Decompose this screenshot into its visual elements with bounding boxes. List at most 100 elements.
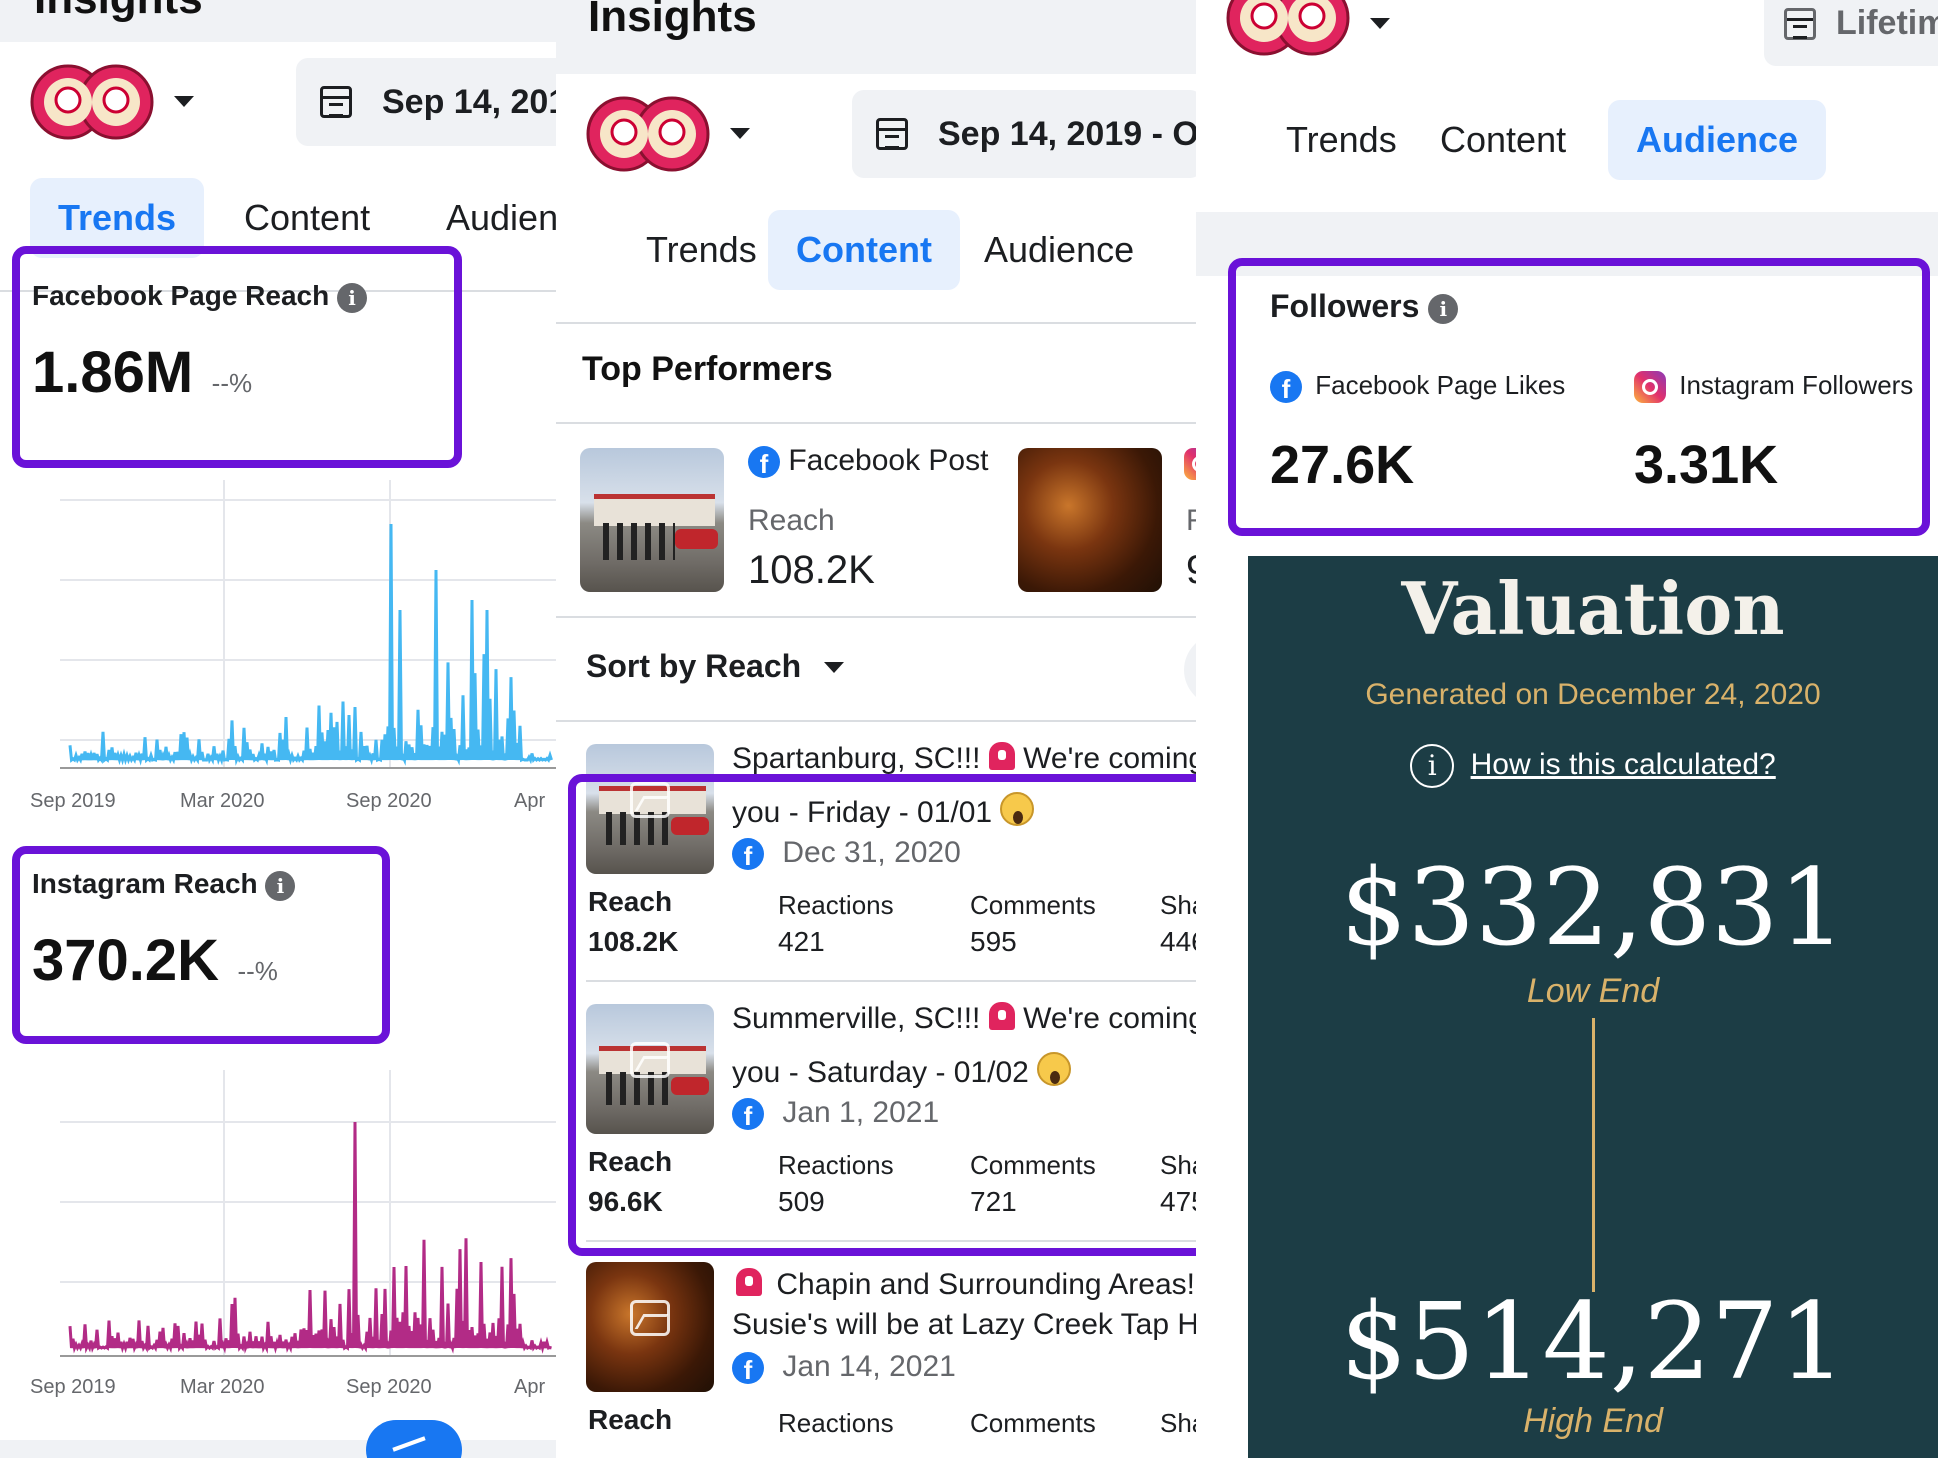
scream-emoji-icon (1000, 792, 1035, 826)
facebook-icon: f (748, 446, 780, 479)
trends-panel: Insights Sep 14, 2019 - Apr Trends Conte… (0, 0, 556, 1458)
page-switcher-chevron-down-icon[interactable] (174, 96, 194, 107)
page-switcher-chevron-down-icon[interactable] (730, 128, 750, 139)
post-shares-label: Shares (1160, 890, 1196, 920)
sort-divider-top (556, 616, 1196, 618)
ig-reach-gridlines (60, 1070, 556, 1356)
post-reach-label: Reach (588, 1404, 673, 1435)
fb-axis-label-1: Sep 2019 (30, 790, 116, 812)
tab-trends[interactable]: Trends (1286, 119, 1397, 160)
top-performer-thumbnail[interactable] (580, 448, 724, 592)
ig-axis-label-2: Mar 2020 (180, 1376, 265, 1398)
tab-audience[interactable]: Audience (1608, 100, 1827, 180)
siren-emoji-icon (988, 742, 1015, 770)
fb-reach-value-row: 1.86M --% (32, 339, 472, 406)
ig-reach-card[interactable]: Instagram Reach i 370.2K --% (32, 868, 392, 994)
valuation-generated-date: Generated on December 24, 2020 (1365, 678, 1821, 711)
tab-audience[interactable]: Audience (446, 197, 556, 238)
top-performer-platform-row: f Facebook Post (748, 444, 988, 479)
trends-bottom-bar (0, 1440, 556, 1458)
post-thumbnail (586, 744, 714, 874)
how-calculated-link[interactable]: How is this calculated? (1470, 747, 1776, 781)
post-reach-value: 96.6K (588, 1186, 663, 1217)
page-switcher-chevron-down-icon[interactable] (1370, 18, 1390, 29)
fb-likes-value: 27.6K (1270, 435, 1415, 495)
page-logo-icon[interactable] (30, 64, 154, 140)
post-reactions-label: Reactions (778, 1408, 894, 1438)
date-range-button[interactable]: Lifetim (1764, 0, 1938, 66)
how-calculated-row[interactable]: i How is this calculated? (1248, 744, 1938, 788)
calendar-icon (320, 86, 352, 118)
fb-reach-label-row: Facebook Page Reach i (32, 280, 472, 313)
instagram-icon (1634, 371, 1666, 404)
fb-likes-label-row: f Facebook Page Likes (1270, 370, 1565, 404)
siren-emoji-icon (736, 1268, 762, 1296)
date-range-button[interactable]: Sep 14, 2019 - Apr (296, 58, 556, 146)
fb-reach-card[interactable]: Facebook Page Reach i 1.86M --% (32, 280, 472, 406)
post-row[interactable]: Summerville, SC!!! We're coming t you - … (556, 1002, 1196, 1234)
post-title-text: Chapin and Surrounding Areas! (776, 1268, 1195, 1301)
ig-reach-series-line (68, 1121, 552, 1354)
post-title-text-2: you - Saturday - 01/02 (732, 1056, 1029, 1089)
top-performers-title: Top Performers (582, 350, 833, 388)
post-divider (586, 980, 1196, 982)
valuation-low-label: Low End (1526, 972, 1660, 1010)
tab-audience[interactable]: Audience (984, 229, 1135, 270)
page-logo-icon[interactable] (586, 96, 710, 172)
post-title-line2: Susie's will be at Lazy Creek Tap Hous (732, 1308, 1196, 1341)
followers-title-row: Followers i (1270, 288, 1459, 325)
top-performer-metric-value: 108.2K (748, 548, 875, 592)
top-performer-2-metric-value: 9,0 (1186, 548, 1196, 593)
tab-content[interactable]: Content (768, 210, 960, 290)
ig-axis-label-4: Apr (514, 1376, 546, 1398)
info-circle-icon: i (1410, 744, 1455, 788)
facebook-icon: f (1270, 371, 1302, 404)
ig-reach-label: Instagram Reach (32, 868, 258, 899)
followers-info-icon[interactable]: i (1428, 293, 1459, 324)
top-performer-2-thumbnail[interactable] (1018, 448, 1162, 592)
sort-label: Sort by Reach (586, 648, 802, 684)
followers-highlight-box (1228, 258, 1930, 536)
facebook-icon: f (732, 838, 764, 871)
followers-title: Followers (1270, 288, 1420, 324)
tab-trends[interactable]: Trends (30, 178, 205, 258)
post-title-text: Summerville, SC!!! (732, 1002, 981, 1035)
top-performer-2-metric-label: Reach (1186, 504, 1196, 538)
fb-axis-label-2: Mar 2020 (180, 790, 265, 812)
ig-reach-info-icon[interactable]: i (265, 870, 296, 901)
fb-reach-value: 1.86M (32, 339, 194, 405)
page-logo-icon[interactable] (1226, 0, 1350, 56)
trends-header-bar: Insights (0, 0, 556, 42)
ig-reach-chart (60, 1070, 556, 1357)
tab-content[interactable]: Content (1440, 119, 1567, 160)
tab-content[interactable]: Content (244, 197, 371, 238)
fb-reach-change: --% (211, 367, 253, 398)
ig-reach-label-row: Instagram Reach i (32, 868, 392, 901)
scream-emoji-icon (1037, 1052, 1072, 1086)
sort-divider-bottom (556, 720, 1196, 722)
post-date-row: f Dec 31, 2020 (732, 836, 961, 871)
fb-reach-info-icon[interactable]: i (337, 282, 368, 313)
ig-followers-label: Instagram Followers (1679, 370, 1914, 400)
calendar-icon (876, 118, 908, 150)
valuation-range-line (1592, 1018, 1595, 1292)
followers-card[interactable]: Followers i f Facebook Page Likes 27.6K … (1196, 276, 1938, 556)
post-comments-label: Comments (970, 890, 1096, 920)
valuation-title: Valuation (1401, 566, 1785, 651)
post-date: Dec 31, 2020 (782, 836, 961, 869)
post-title-line1: Summerville, SC!!! We're coming t (732, 1002, 1196, 1036)
calendar-icon (1784, 8, 1816, 40)
post-row[interactable]: Chapin and Surrounding Areas! Susie's wi… (556, 1262, 1196, 1458)
ig-reach-value: 370.2K (32, 927, 220, 993)
post-date: Jan 14, 2021 (782, 1350, 956, 1383)
ig-followers-value: 3.31K (1634, 435, 1779, 495)
post-reactions-value: 421 (778, 926, 825, 957)
top-performers-divider (556, 422, 1196, 424)
date-range-button[interactable]: Sep 14, 2019 - Oct (852, 90, 1196, 178)
post-row[interactable]: Spartanburg, SC!!! We're coming t you - … (556, 742, 1196, 974)
tab-trends[interactable]: Trends (646, 229, 757, 270)
sort-dropdown[interactable]: Sort by Reach (586, 648, 845, 685)
compose-fab-button[interactable] (366, 1420, 462, 1458)
fb-axis-label-4: Apr (514, 790, 546, 812)
sort-info-button[interactable]: i (1184, 634, 1196, 706)
